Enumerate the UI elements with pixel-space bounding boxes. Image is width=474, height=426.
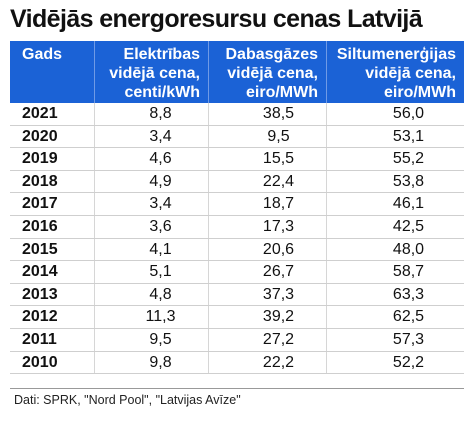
header-gas: Dabasgāzes vidējā cena, eiro/MWh	[208, 41, 326, 103]
source-note: Dati: SPRK, "Nord Pool", "Latvijas Avīze…	[14, 393, 241, 407]
electricity-cell: 11,3	[94, 306, 208, 328]
heat-cell: 42,5	[326, 215, 464, 238]
header-electricity-line: Elektrības	[123, 46, 200, 63]
table-row: 2016 3,6 17,3 42,5	[10, 215, 464, 239]
table-row: 2021 8,8 38,5 56,0	[10, 103, 464, 126]
gas-cell: 26,7	[208, 261, 326, 283]
year-cell: 2014	[22, 263, 58, 281]
electricity-cell: 5,1	[94, 261, 208, 283]
table-row: 2011 9,5 27,2 57,3	[10, 328, 464, 352]
heat-cell: 63,3	[326, 283, 464, 306]
gas-cell: 15,5	[208, 148, 326, 170]
header-heat-line: vidējā cena,	[365, 65, 456, 82]
year-cell: 2015	[22, 240, 58, 258]
electricity-cell: 3,6	[94, 215, 208, 238]
gas-cell: 9,5	[208, 125, 326, 148]
header-heat-line: Siltumenerģijas	[336, 46, 456, 63]
gas-cell: 22,2	[208, 351, 326, 374]
header-gas-line: eiro/MWh	[246, 84, 318, 101]
heat-cell: 56,0	[326, 103, 464, 125]
table-row: 2012 11,3 39,2 62,5	[10, 306, 464, 329]
year-cell: 2019	[22, 150, 58, 168]
header-year: Gads	[22, 46, 63, 63]
page-title: Vidējās energoresursu cenas Latvijā	[10, 5, 423, 33]
electricity-cell: 8,8	[94, 103, 208, 125]
heat-cell: 58,7	[326, 261, 464, 283]
table-row: 2017 3,4 18,7 46,1	[10, 193, 464, 216]
gas-cell: 17,3	[208, 215, 326, 238]
gas-cell: 38,5	[208, 103, 326, 125]
heat-cell: 53,8	[326, 170, 464, 193]
table-row: 2015 4,1 20,6 48,0	[10, 238, 464, 262]
header-heat-line: eiro/MWh	[384, 84, 456, 101]
header-heat: Siltumenerģijas vidējā cena, eiro/MWh	[326, 41, 464, 103]
year-cell: 2018	[22, 172, 58, 190]
gas-cell: 20,6	[208, 238, 326, 261]
electricity-cell: 3,4	[94, 125, 208, 148]
electricity-cell: 9,8	[94, 351, 208, 374]
gas-cell: 18,7	[208, 193, 326, 215]
electricity-cell: 4,1	[94, 238, 208, 261]
heat-cell: 48,0	[326, 238, 464, 261]
year-cell: 2013	[22, 285, 58, 303]
table-row: 2014 5,1 26,7 58,7	[10, 261, 464, 284]
heat-cell: 53,1	[326, 125, 464, 148]
table-row: 2019 4,6 15,5 55,2	[10, 148, 464, 171]
year-cell: 2010	[22, 353, 58, 371]
heat-cell: 62,5	[326, 306, 464, 328]
electricity-cell: 4,8	[94, 283, 208, 306]
year-cell: 2011	[22, 330, 57, 348]
heat-cell: 46,1	[326, 193, 464, 215]
table-row: 2020 3,4 9,5 53,1	[10, 125, 464, 149]
electricity-cell: 4,6	[94, 148, 208, 170]
gas-cell: 27,2	[208, 328, 326, 351]
table-row: 2013 4,8 37,3 63,3	[10, 283, 464, 307]
price-table: Gads Elektrības vidējā cena, centi/kWh D…	[10, 41, 464, 375]
header-electricity-line: vidējā cena,	[109, 65, 200, 82]
electricity-cell: 3,4	[94, 193, 208, 215]
table-row: 2018 4,9 22,4 53,8	[10, 170, 464, 194]
divider	[10, 388, 464, 389]
year-cell: 2012	[22, 308, 58, 326]
header-gas-line: vidējā cena,	[227, 65, 318, 82]
electricity-cell: 4,9	[94, 170, 208, 193]
year-cell: 2017	[22, 195, 58, 213]
heat-cell: 57,3	[326, 328, 464, 351]
heat-cell: 52,2	[326, 351, 464, 374]
gas-cell: 37,3	[208, 283, 326, 306]
table-header: Gads Elektrības vidējā cena, centi/kWh D…	[10, 41, 464, 103]
header-gas-line: Dabasgāzes	[225, 46, 319, 63]
year-cell: 2020	[22, 127, 58, 145]
heat-cell: 55,2	[326, 148, 464, 170]
electricity-cell: 9,5	[94, 328, 208, 351]
header-electricity-line: centi/kWh	[124, 84, 200, 101]
gas-cell: 22,4	[208, 170, 326, 193]
table-body: 2021 8,8 38,5 56,0 2020 3,4 9,5 53,1 2019 4,6 15,5…	[10, 103, 464, 375]
year-cell: 2021	[22, 105, 58, 122]
year-cell: 2016	[22, 217, 58, 235]
table-row: 2010 9,8 22,2 52,2	[10, 351, 464, 375]
gas-cell: 39,2	[208, 306, 326, 328]
header-electricity: Elektrības vidējā cena, centi/kWh	[94, 41, 208, 103]
